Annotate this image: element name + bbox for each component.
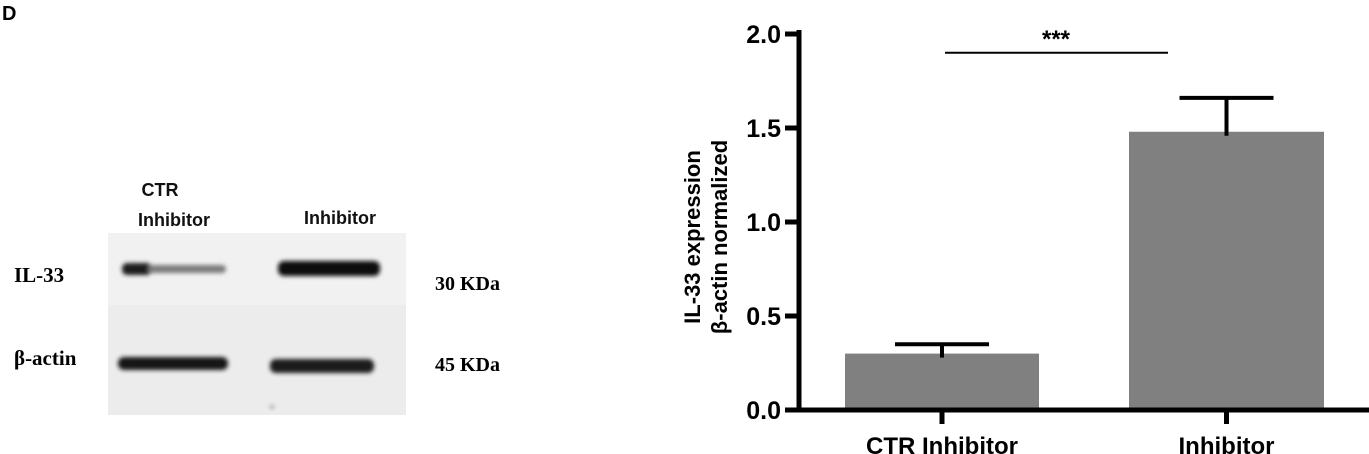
y-axis-label-line2: β-actin normalized bbox=[707, 140, 732, 334]
band-actin-ctr bbox=[118, 357, 228, 370]
band-il33-inhibitor bbox=[278, 261, 380, 276]
x-tick-label-1: Inhibitor bbox=[1179, 433, 1275, 454]
band-actin-inhibitor bbox=[270, 359, 374, 373]
size-label-il33: 30 KDa bbox=[435, 273, 500, 295]
band-il33-ctr bbox=[122, 263, 152, 275]
panel-label: D bbox=[2, 3, 16, 25]
bar-1 bbox=[1129, 131, 1324, 410]
size-label-actin: 45 KDa bbox=[435, 354, 500, 376]
y-tick-label-4: 2.0 bbox=[746, 21, 781, 49]
lane-label-inhibitor: Inhibitor bbox=[304, 208, 376, 228]
y-axis-label-line1: IL-33 expression bbox=[680, 150, 705, 324]
lane-label-ctr-line2: Inhibitor bbox=[138, 210, 210, 230]
significance-label: *** bbox=[1042, 26, 1071, 53]
y-tick-label-1: 0.5 bbox=[746, 303, 781, 331]
row-label-il33: IL-33 bbox=[14, 263, 64, 287]
western-blot: CTR Inhibitor Inhibitor IL-33 β-actin 30… bbox=[14, 180, 500, 415]
lane-label-ctr-line1: CTR bbox=[142, 180, 179, 200]
band-il33-ctr-tail bbox=[148, 265, 226, 273]
y-tick-label-0: 0.0 bbox=[746, 397, 781, 425]
y-tick-label-2: 1.0 bbox=[746, 209, 781, 237]
y-tick-label-3: 1.5 bbox=[746, 115, 781, 143]
blot-speck bbox=[270, 405, 274, 409]
row-label-actin: β-actin bbox=[14, 346, 77, 370]
x-tick-label-0: CTR Inhibitor bbox=[866, 433, 1018, 454]
bar-0 bbox=[845, 353, 1039, 410]
bar-chart: IL-33 expression β-actin normalized CTR … bbox=[680, 21, 1369, 454]
